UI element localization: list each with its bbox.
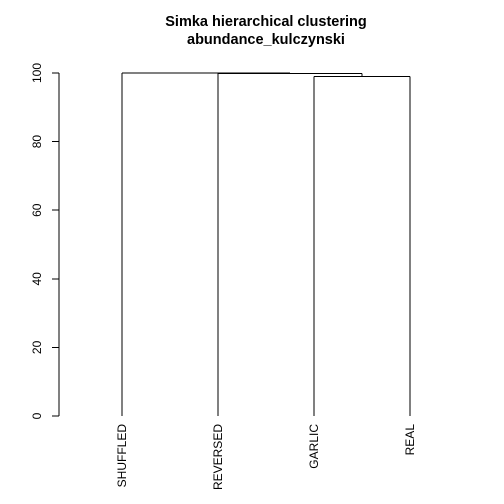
y-tick-label: 0 [30, 412, 44, 419]
leaf-label-shuffled: SHUFFLED [115, 424, 129, 488]
y-tick-label: 20 [30, 340, 44, 354]
leaf-label-real: REAL [403, 424, 417, 456]
leaf-label-reversed: REVERSED [211, 424, 225, 490]
leaf-label-garlic: GARLIC [307, 424, 321, 469]
leaf-labels: SHUFFLED REVERSED GARLIC REAL [115, 424, 417, 490]
y-axis: 0 20 40 60 80 100 [30, 63, 60, 419]
chart-title-line-1: Simka hierarchical clustering [165, 14, 366, 30]
y-tick-label: 80 [30, 135, 44, 149]
dendrogram-branches [121, 72, 411, 416]
y-tick-label: 40 [30, 272, 44, 286]
chart-title-line-2: abundance_kulczynski [187, 32, 345, 48]
y-tick-label: 60 [30, 203, 44, 217]
y-tick-label: 100 [30, 63, 44, 83]
